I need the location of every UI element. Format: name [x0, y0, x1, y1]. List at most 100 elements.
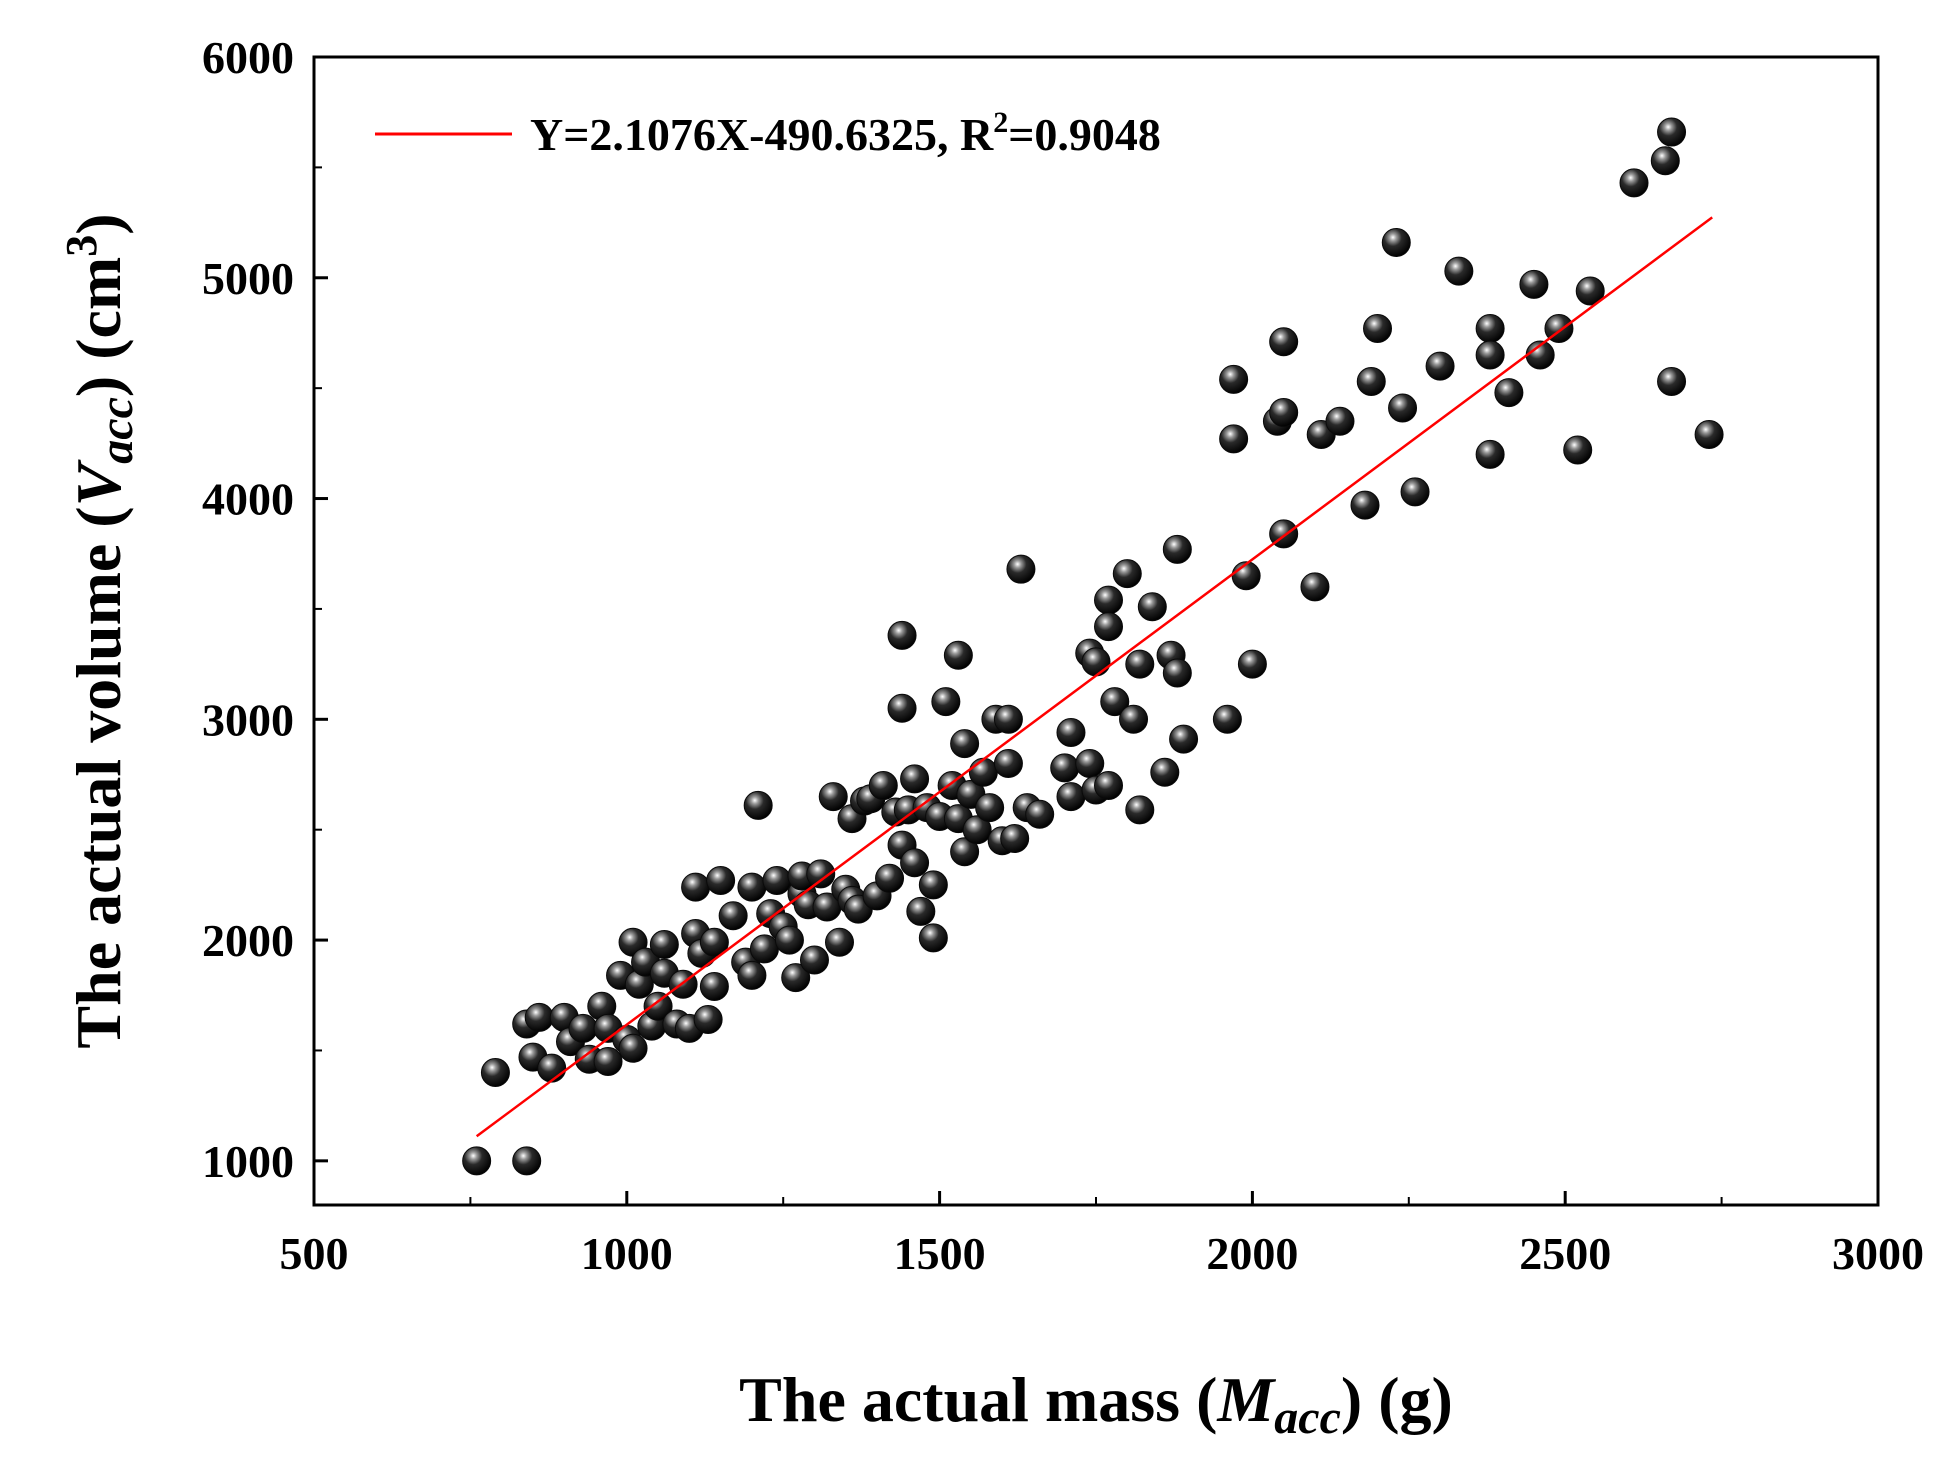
data-point [1494, 378, 1524, 408]
data-point [799, 945, 829, 975]
data-point [699, 927, 729, 957]
data-point [1137, 592, 1167, 622]
data-point [1563, 435, 1593, 465]
data-point [875, 863, 905, 893]
legend-label: Y=2.1076X-490.6325, R2=0.9048 [530, 106, 1161, 160]
data-points [462, 117, 1724, 1176]
legend: Y=2.1076X-490.6325, R2=0.9048 [375, 106, 1161, 160]
data-point [1475, 340, 1505, 370]
y-axis-ticks: 1000 2000 3000 4000 5000 6000 [202, 32, 328, 1187]
data-point [1657, 117, 1687, 147]
data-point [1025, 799, 1055, 829]
data-point [1125, 795, 1155, 825]
data-point [1388, 393, 1418, 423]
data-point [993, 748, 1023, 778]
data-point [1444, 256, 1474, 286]
data-point [950, 729, 980, 759]
data-point [1381, 227, 1411, 257]
data-point [1269, 327, 1299, 357]
data-point [537, 1053, 567, 1083]
data-point [737, 960, 767, 990]
x-tick-label: 2500 [1519, 1228, 1611, 1279]
data-point [1350, 490, 1380, 520]
data-point [1519, 269, 1549, 299]
data-point [1125, 649, 1155, 679]
data-point [918, 870, 948, 900]
data-point [806, 859, 836, 889]
data-point [1162, 534, 1192, 564]
data-point [1100, 687, 1130, 717]
data-point [1075, 748, 1105, 778]
data-point [1657, 367, 1687, 397]
data-point [593, 1047, 623, 1076]
data-point [818, 782, 848, 812]
data-point [1112, 559, 1142, 589]
data-point [480, 1058, 510, 1088]
data-point [931, 687, 961, 717]
data-point [1694, 420, 1724, 450]
data-point [462, 1146, 492, 1176]
data-point [1363, 314, 1393, 344]
data-point [512, 1146, 542, 1176]
data-point [774, 925, 804, 955]
data-point [1056, 718, 1086, 748]
data-point [699, 971, 729, 1001]
data-point [1212, 704, 1242, 734]
data-point [749, 934, 779, 964]
data-point [1325, 406, 1355, 436]
data-point [900, 764, 930, 794]
data-point [762, 865, 792, 895]
data-point [1169, 724, 1199, 754]
x-axis-title: The actual mass (Macc) (g) [739, 1364, 1453, 1444]
x-tick-label: 3000 [1832, 1228, 1924, 1279]
data-point [1619, 168, 1649, 198]
data-point [1119, 704, 1149, 734]
data-point [1094, 612, 1124, 642]
data-point [1300, 572, 1330, 602]
data-point [1650, 146, 1680, 176]
data-point [1094, 585, 1124, 615]
data-point [1219, 424, 1249, 454]
data-point [825, 927, 855, 957]
data-point [868, 771, 898, 801]
x-tick-label: 500 [280, 1228, 349, 1279]
y-tick-label: 6000 [202, 32, 294, 83]
x-tick-label: 1500 [894, 1228, 986, 1279]
x-tick-label: 2000 [1206, 1228, 1298, 1279]
data-point [950, 837, 980, 867]
data-point [743, 790, 773, 820]
data-point [1081, 647, 1111, 677]
data-point [1000, 824, 1030, 854]
data-point [1219, 364, 1249, 394]
data-point [1162, 658, 1192, 688]
y-tick-label: 1000 [202, 1136, 294, 1187]
data-point [943, 640, 973, 670]
data-point [1094, 771, 1124, 801]
data-point [693, 1005, 723, 1035]
y-tick-label: 2000 [202, 915, 294, 966]
data-point [781, 963, 811, 993]
data-point [887, 620, 917, 650]
data-point [737, 872, 767, 902]
data-point [568, 1013, 598, 1043]
data-point [918, 923, 948, 953]
data-point [1475, 314, 1505, 344]
data-point [718, 901, 748, 931]
data-point [1231, 561, 1261, 591]
data-point [706, 865, 736, 895]
data-point [968, 757, 998, 787]
data-point [1237, 649, 1267, 679]
data-point [524, 1002, 554, 1032]
data-point [993, 704, 1023, 734]
data-point [1269, 397, 1299, 427]
data-point [887, 693, 917, 723]
data-point [900, 848, 930, 878]
data-point [1050, 753, 1080, 783]
data-point [1575, 276, 1605, 306]
data-point [1425, 351, 1455, 381]
y-axis-title: The actual volume (Vacc) (cm3) [57, 213, 143, 1048]
x-tick-label: 1000 [581, 1228, 673, 1279]
y-tick-label: 5000 [202, 253, 294, 304]
data-point [1056, 782, 1086, 812]
